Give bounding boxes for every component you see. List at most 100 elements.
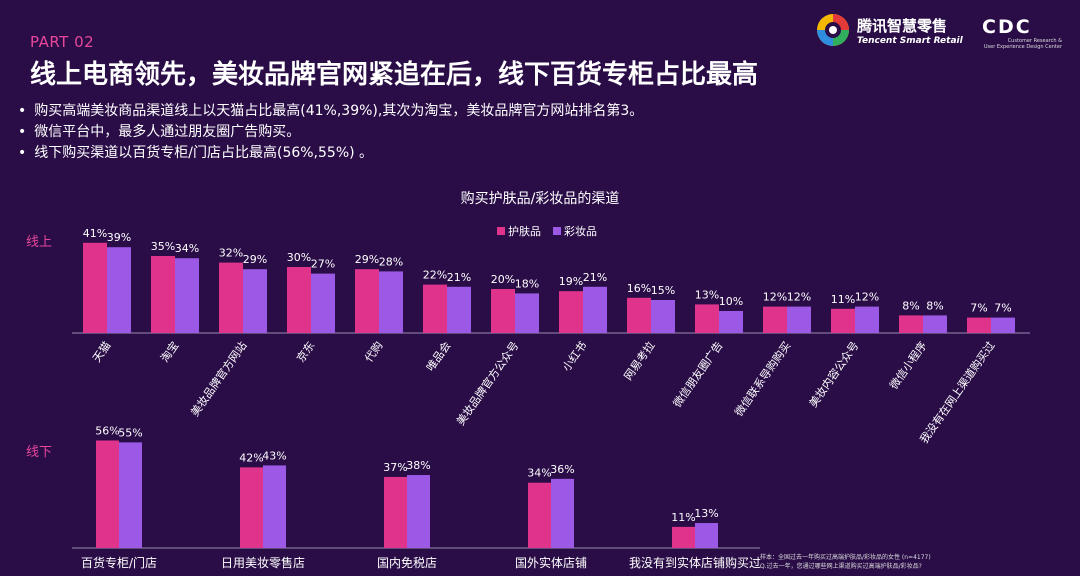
bar	[583, 286, 607, 333]
data-label: 16%	[627, 282, 651, 295]
bar	[219, 262, 243, 333]
bar	[175, 258, 199, 333]
category-label: 日用美妆零售店	[221, 555, 305, 570]
chart-title: 购买护肤品/彩妆品的渠道	[461, 191, 620, 207]
data-label: 20%	[491, 273, 515, 286]
data-label: 37%	[383, 461, 407, 474]
data-label: 11%	[831, 293, 855, 306]
bar	[787, 306, 811, 333]
bar	[967, 317, 991, 333]
tencent-logo-icon	[817, 14, 849, 46]
data-label: 35%	[151, 240, 175, 253]
legend-swatch	[497, 227, 505, 235]
bar	[379, 271, 403, 333]
category-label: 京东	[293, 339, 317, 365]
data-label: 11%	[671, 511, 695, 524]
data-label: 7%	[970, 302, 987, 315]
data-label: 41%	[83, 227, 107, 240]
bar	[551, 478, 574, 548]
bar	[107, 247, 131, 333]
data-label: 39%	[107, 231, 131, 244]
bar	[423, 284, 447, 333]
footnote-question: Q.过去一年，您通过哪些网上渠道购买过高端护肤品/彩妆品?	[760, 563, 922, 570]
data-label: 12%	[763, 291, 787, 304]
bar	[695, 523, 718, 548]
cdc-subtitle-2: User Experience Design Center	[983, 44, 1062, 50]
category-label: 美妆内容公众号	[806, 339, 862, 410]
data-label: 43%	[262, 449, 286, 462]
data-label: 42%	[239, 451, 263, 464]
data-label: 36%	[550, 463, 574, 476]
cdc-brand: CDC Customer Research & User Experience …	[982, 16, 1062, 50]
bar	[240, 467, 263, 548]
category-label: 百货专柜/门店	[81, 555, 157, 570]
cdc-subtitle-1: Customer Research &	[1007, 38, 1062, 44]
bar	[355, 269, 379, 333]
bar	[83, 242, 107, 333]
category-label: 我没有到实体店铺购买过	[629, 555, 761, 570]
bar	[96, 440, 119, 548]
bullet-item: 线下购买渠道以百货专柜/门店占比最高(56%,55%) 。	[18, 143, 643, 164]
bar	[559, 291, 583, 333]
brand-name-cn: 腾讯智慧零售	[857, 16, 948, 35]
category-label: 国内免税店	[377, 555, 437, 570]
bar	[719, 311, 743, 333]
bar	[763, 306, 787, 333]
bar	[311, 273, 335, 333]
data-label: 55%	[118, 426, 142, 439]
bar	[672, 526, 695, 548]
part-label: PART 02	[30, 33, 95, 51]
legend-label: 彩妆品	[564, 225, 597, 238]
category-label: 网易考拉	[621, 339, 658, 383]
bar	[515, 293, 539, 333]
data-label: 12%	[787, 291, 811, 304]
data-label: 56%	[95, 424, 119, 437]
bar	[447, 286, 471, 333]
data-label: 8%	[902, 299, 919, 312]
legend-label: 护肤品	[508, 224, 541, 238]
category-label: 我没有在网上渠道购买过	[917, 339, 998, 446]
legend-swatch	[553, 227, 561, 235]
bar	[384, 476, 407, 548]
bullet-item: 购买高端美妆商品渠道线上以天猫占比最高(41%,39%),其次为淘宝，美妆品牌官…	[18, 101, 643, 122]
data-label: 29%	[243, 253, 267, 266]
category-label: 唯品会	[424, 339, 454, 373]
bar	[119, 442, 142, 548]
data-label: 29%	[355, 253, 379, 266]
data-label: 30%	[287, 251, 311, 264]
brand-name-en: Tencent Smart Retail	[857, 35, 963, 46]
group-label-online: 线上	[26, 235, 52, 250]
footnote: 样本：全国过去一年购买过高端护肤品/彩妆品的女性 (n=4177) Q.过去一年…	[760, 553, 931, 571]
bar	[263, 465, 286, 548]
group-label-offline: 线下	[26, 445, 52, 460]
bar	[407, 475, 430, 548]
data-label: 18%	[515, 277, 539, 290]
data-label: 10%	[719, 295, 743, 308]
category-label: 微信联系导购购买	[732, 339, 794, 419]
data-label: 34%	[527, 467, 551, 480]
category-label: 淘宝	[157, 339, 181, 365]
bar	[287, 267, 311, 333]
category-label: 美妆品牌官方网站	[188, 339, 250, 419]
bullet-item: 微信平台中，最多人通过朋友圈广告购买。	[18, 122, 643, 143]
data-label: 7%	[994, 302, 1011, 315]
page-title: 线上电商领先，美妆品牌官网紧追在后，线下百货专柜占比最高	[30, 60, 759, 90]
data-label: 13%	[695, 288, 719, 301]
data-label: 21%	[447, 271, 471, 284]
category-label: 微信小程序	[886, 339, 929, 392]
bar	[991, 317, 1015, 333]
bar	[695, 304, 719, 333]
bar	[491, 289, 515, 333]
data-label: 12%	[855, 291, 879, 304]
footnote-sample: 样本：全国过去一年购买过高端护肤品/彩妆品的女性 (n=4177)	[760, 554, 931, 561]
bar	[627, 297, 651, 333]
category-label: 天猫	[90, 339, 113, 364]
data-label: 32%	[219, 247, 243, 260]
bar	[651, 300, 675, 333]
bar	[151, 256, 175, 333]
tencent-brand: 腾讯智慧零售 Tencent Smart Retail	[815, 10, 963, 50]
bar	[243, 269, 267, 333]
bar	[831, 308, 855, 333]
data-label: 15%	[651, 284, 675, 297]
